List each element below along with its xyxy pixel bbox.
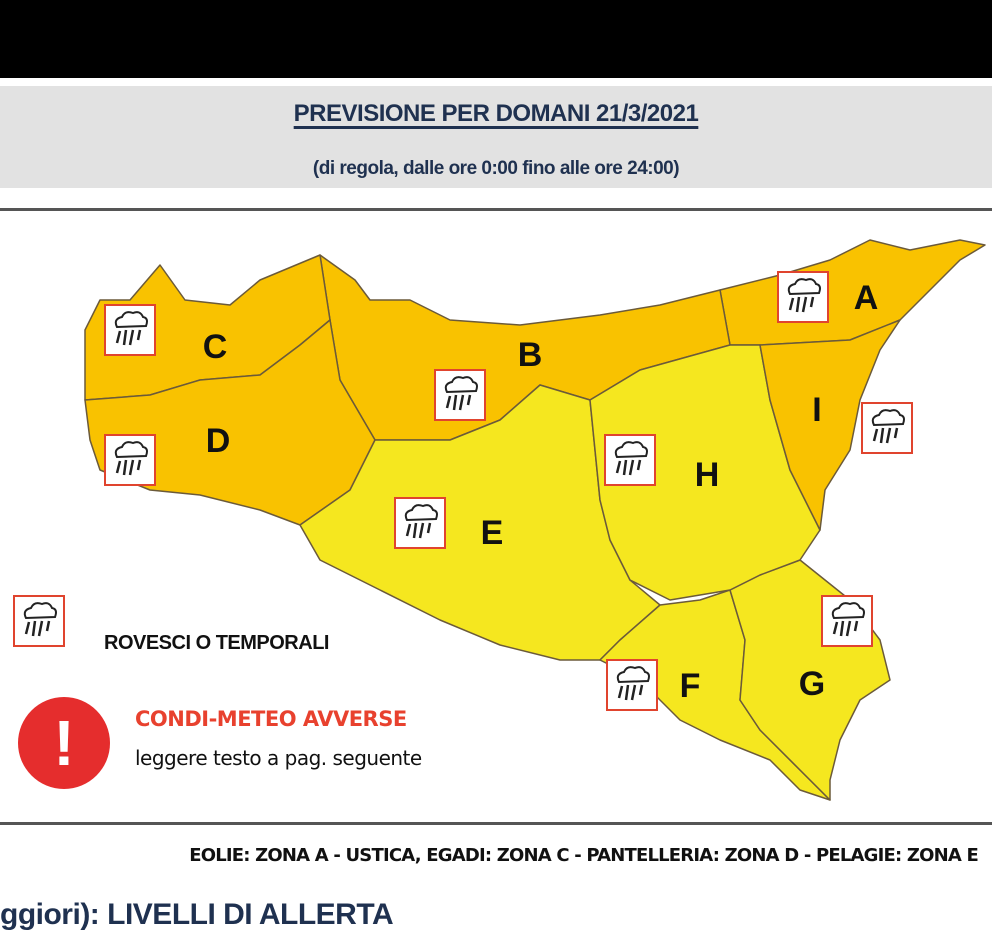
thunderstorm-icon [393,496,447,550]
alert-levels-heading: ggiori): LIVELLI DI ALLERTA [0,898,394,931]
zone-label-a: A [854,279,879,317]
thunderstorm-icon [603,433,657,487]
zone-i [759,319,901,531]
legend-thunderstorm-icon [12,594,66,648]
zone-label-b: B [518,336,543,374]
islands-note: EOLIE: ZONA A - USTICA, EGADI: ZONA C - … [189,845,979,866]
zone-label-e: E [481,514,504,552]
zone-label-d: D [206,422,231,460]
zone-label-i: I [812,391,821,429]
zone-a [719,239,986,346]
divider [0,208,992,211]
exclamation-icon: ! [18,697,110,789]
thunderstorm-icon [605,658,659,712]
forecast-title: PREVISIONE PER DOMANI 21/3/2021 [293,100,699,127]
thunderstorm-icon [103,433,157,487]
thunderstorm-icon [820,594,874,648]
forecast-header: PREVISIONE PER DOMANI 21/3/2021 (di rego… [0,86,992,188]
legend-storm-label: ROVESCI O TEMPORALI [104,632,329,654]
thunderstorm-icon [776,270,830,324]
zone-label-h: H [695,456,720,494]
adverse-conditions-note: leggere testo a pag. seguente [135,746,422,770]
thunderstorm-icon [860,401,914,455]
divider [0,822,992,825]
zone-label-g: G [799,665,825,703]
adverse-conditions-title: CONDI-METEO AVVERSE [135,707,407,731]
top-black-bar [0,0,992,78]
thunderstorm-icon [103,303,157,357]
zone-label-f: F [680,667,701,705]
zone-label-c: C [203,328,228,366]
forecast-subtitle: (di regola, dalle ore 0:00 fino alle ore… [312,158,680,179]
thunderstorm-icon [433,368,487,422]
